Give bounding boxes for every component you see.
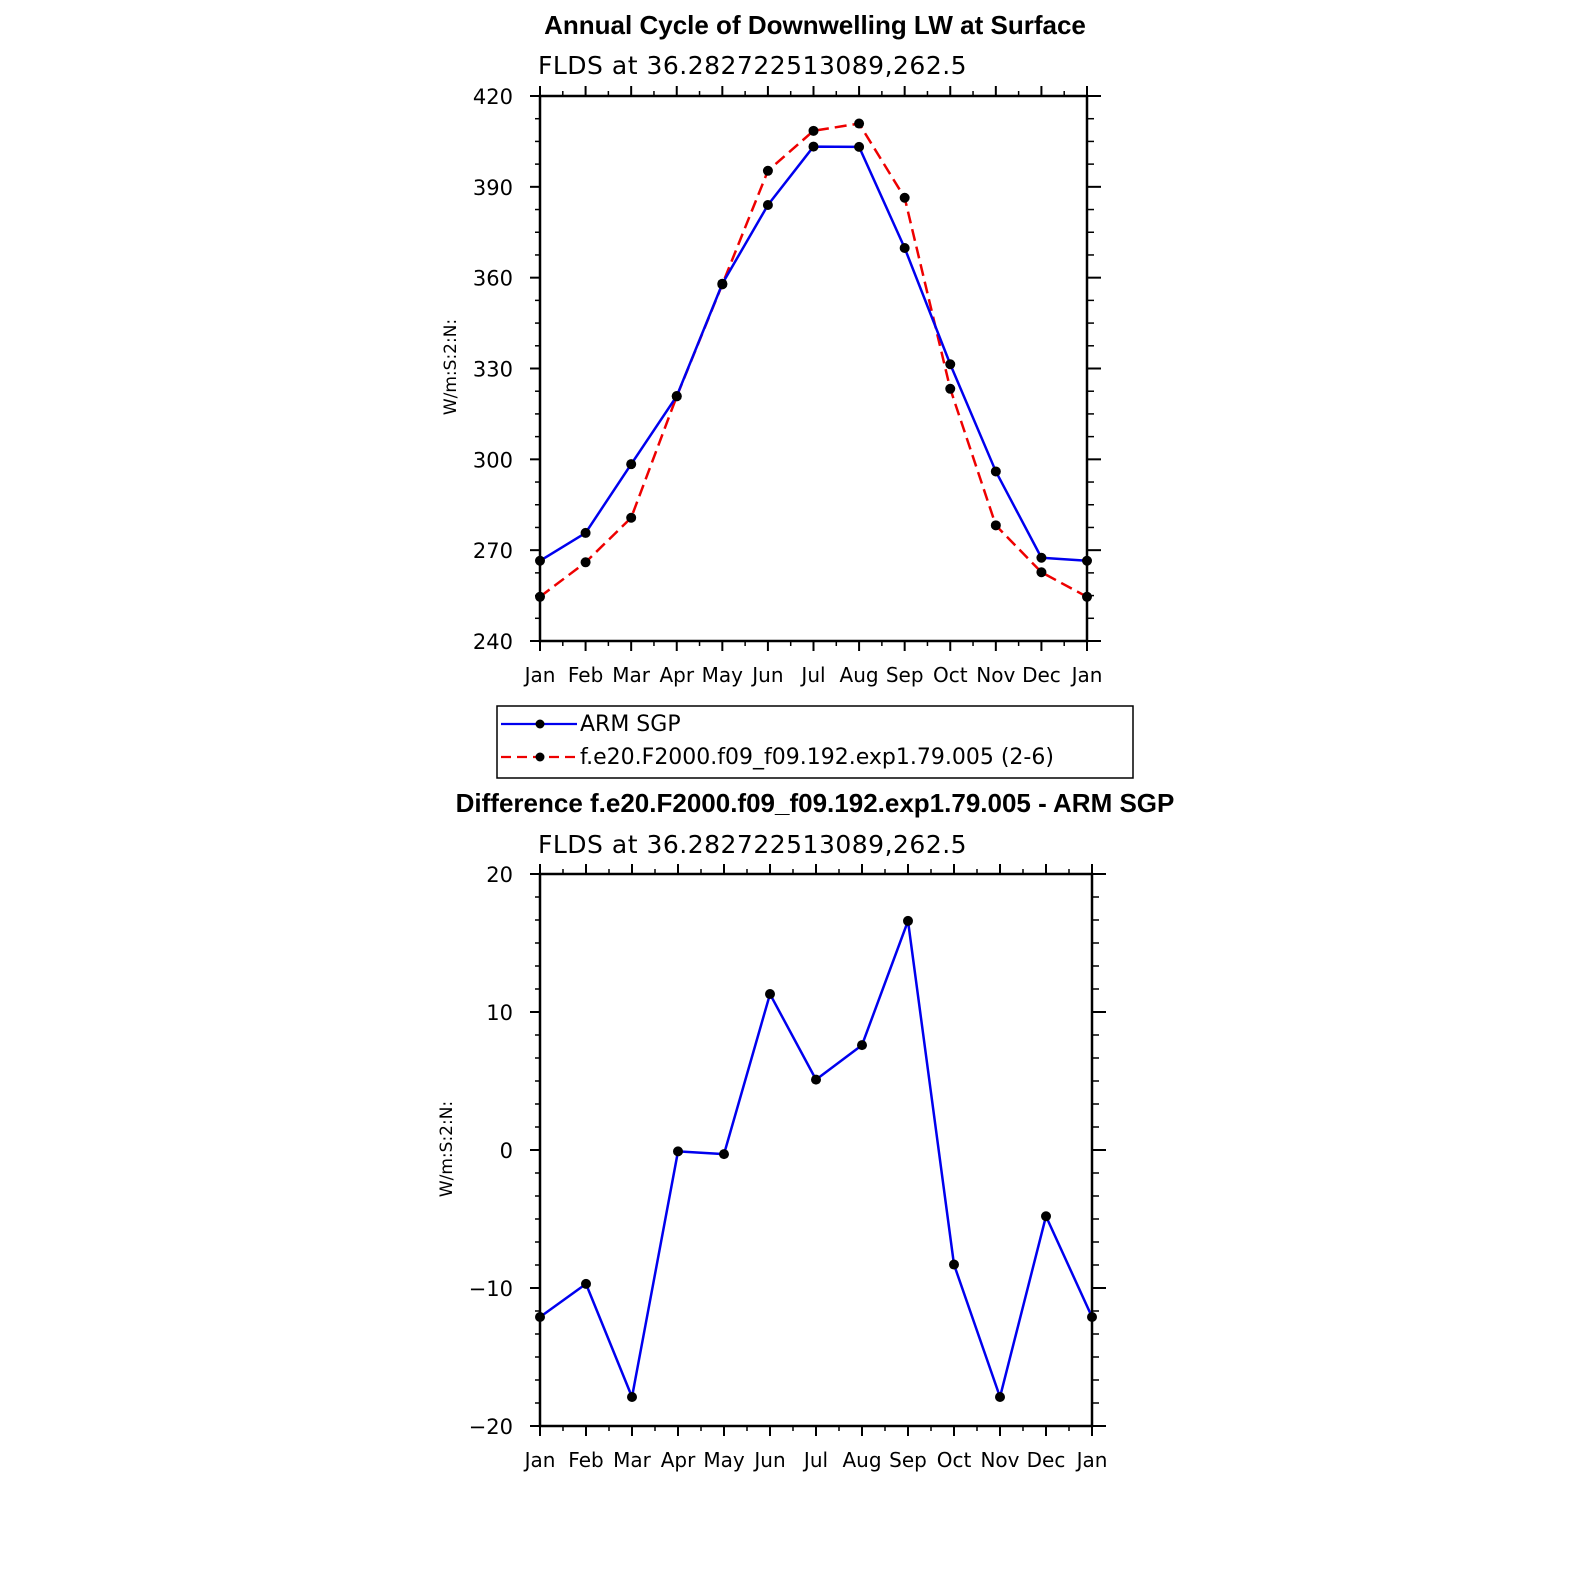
data-point-1 [626, 512, 637, 523]
data-point-1 [535, 591, 545, 602]
data-point-1 [808, 125, 819, 136]
data-point-1 [899, 192, 910, 203]
x-tick-label: May [703, 1448, 745, 1472]
data-point-1 [854, 118, 865, 129]
data-point-0 [903, 915, 913, 926]
y-axis-title: W/m:S:2:N: [441, 319, 461, 415]
x-tick-label: Apr [659, 663, 694, 687]
data-point-0 [1087, 1311, 1097, 1322]
legend: ARM SGP f.e20.F2000.f09_f09.192.exp1.79.… [496, 705, 1134, 779]
data-point-0 [673, 1146, 683, 1157]
x-tick-label: Feb [568, 1448, 603, 1472]
series-line-0 [539, 919, 1094, 1399]
x-tick-label: Aug [840, 663, 879, 687]
data-point-0 [990, 466, 1001, 477]
x-tick-label: Jan [523, 1448, 556, 1472]
y-tick-label: 10 [486, 1001, 513, 1025]
data-point-0 [535, 555, 545, 566]
x-tick-label: Jan [523, 663, 556, 687]
data-point-1 [717, 279, 728, 290]
y-axis-title: W/m:S:2:N: [437, 1101, 457, 1197]
y-tick-label: 240 [473, 630, 513, 654]
data-point-0 [627, 1392, 637, 1403]
data-point-0 [626, 459, 637, 470]
x-tick-label: Aug [842, 1448, 881, 1472]
annual-cycle-chart: Annual Cycle of Downwelling LW at Surfac… [441, 10, 1134, 779]
data-point-0 [857, 1040, 867, 1051]
data-point-0 [945, 359, 956, 370]
x-tick-label: Mar [613, 1448, 652, 1472]
y-tick-label: 360 [473, 267, 513, 291]
axes: Jan Feb Mar Apr May Jun Jul Aug Sep Oct Nov Dec Jan−… [469, 863, 1108, 1472]
data-point-0 [995, 1392, 1005, 1403]
data-point-1 [671, 391, 682, 402]
x-tick-label: Sep [889, 1448, 927, 1472]
legend-marker-model [535, 752, 545, 762]
data-point-1 [580, 557, 591, 568]
chart-subtitle: FLDS at 36.282722513089,262.5 [538, 830, 967, 859]
x-tick-label: Feb [568, 663, 603, 687]
x-tick-label: Dec [1022, 663, 1061, 687]
x-tick-label: Mar [612, 663, 651, 687]
x-tick-label: May [702, 663, 744, 687]
chart-title: Annual Cycle of Downwelling LW at Surfac… [544, 10, 1086, 40]
data-point-0 [765, 989, 775, 1000]
data-point-1 [1036, 567, 1047, 578]
data-point-0 [581, 1278, 591, 1289]
data-point-0 [719, 1149, 729, 1160]
series-line-1 [539, 122, 1088, 598]
data-point-0 [1036, 552, 1047, 563]
axes: Jan Feb Mar Apr May Jun Jul Aug Sep Oct Nov Dec Jan 2… [473, 85, 1103, 687]
x-tick-label: Sep [886, 663, 924, 687]
y-tick-label: 270 [473, 539, 513, 563]
legend-label-arm-sgp: ARM SGP [580, 712, 681, 737]
data-point-0 [899, 242, 910, 253]
x-tick-label: Jan [1075, 1448, 1108, 1472]
difference-chart: Difference f.e20.F2000.f09_f09.192.exp1.… [437, 788, 1174, 1472]
legend-label-model: f.e20.F2000.f09_f09.192.exp1.79.005 (2-6… [580, 745, 1054, 770]
series-lines [535, 915, 1097, 1403]
legend-box [496, 705, 1134, 779]
data-point-0 [1082, 555, 1092, 566]
y-tick-label: 20 [486, 863, 513, 887]
data-point-0 [580, 527, 591, 538]
x-tick-label: Apr [661, 1448, 696, 1472]
data-point-1 [945, 383, 956, 394]
data-point-1 [1082, 591, 1092, 602]
x-tick-label: Jun [752, 1448, 785, 1472]
x-tick-label: Nov [980, 1448, 1019, 1472]
y-tick-label: 390 [473, 176, 513, 200]
data-point-0 [1041, 1211, 1051, 1222]
y-tick-label: 330 [473, 358, 513, 382]
x-tick-label: Jun [750, 663, 783, 687]
x-tick-label: Oct [933, 663, 968, 687]
y-tick-label: 420 [473, 85, 513, 109]
data-point-0 [762, 200, 773, 210]
data-point-1 [762, 165, 773, 176]
y-tick-label: 300 [473, 448, 513, 472]
y-tick-label: 0 [500, 1139, 513, 1163]
data-point-0 [811, 1074, 821, 1085]
x-tick-label: Oct [937, 1448, 972, 1472]
x-tick-label: Dec [1027, 1448, 1066, 1472]
x-tick-label: Nov [976, 663, 1015, 687]
series-lines [535, 118, 1092, 602]
data-point-0 [949, 1259, 959, 1270]
y-tick-label: −20 [469, 1415, 513, 1439]
x-tick-label: Jul [799, 663, 825, 687]
data-point-0 [535, 1311, 545, 1322]
plot-frame [538, 872, 1094, 1428]
data-point-0 [808, 141, 819, 152]
x-tick-label: Jan [1070, 663, 1103, 687]
legend-marker-arm-sgp [535, 719, 545, 729]
plot-frame [538, 94, 1089, 643]
series-line-0 [539, 145, 1088, 563]
y-tick-label: −10 [469, 1277, 513, 1301]
data-point-0 [854, 141, 865, 152]
x-tick-label: Jul [802, 1448, 828, 1472]
data-point-1 [990, 520, 1001, 531]
chart-title: Difference f.e20.F2000.f09_f09.192.exp1.… [456, 788, 1175, 818]
chart-subtitle: FLDS at 36.282722513089,262.5 [538, 51, 967, 80]
